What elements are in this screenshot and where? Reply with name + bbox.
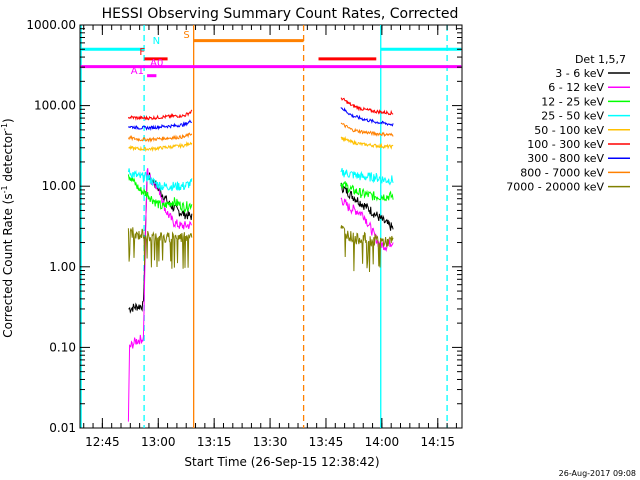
flag-label: A1 bbox=[131, 66, 144, 77]
plot-border bbox=[79, 24, 463, 429]
legend-label: 300 - 800 keV bbox=[527, 152, 604, 165]
series-line bbox=[127, 132, 193, 143]
x-tick-label: 14:00 bbox=[365, 435, 400, 449]
y-ticks: 1000.00 100.00 10.00 1.00 0.10 0.01 bbox=[26, 18, 462, 435]
y-axis-label: Corrected Count Rate (s-1 detector-1) bbox=[0, 118, 15, 337]
y-tick-label: 1.00 bbox=[49, 260, 76, 274]
series-line bbox=[127, 174, 193, 213]
flag-label: N bbox=[153, 36, 160, 47]
x-tick-label: 13:30 bbox=[253, 435, 288, 449]
legend-label: 800 - 7000 keV bbox=[520, 166, 604, 179]
x-tick-label: 13:45 bbox=[309, 435, 344, 449]
time-markers bbox=[80, 25, 448, 428]
series-lines bbox=[127, 97, 394, 422]
y-tick-label: 0.10 bbox=[49, 340, 76, 354]
series-line bbox=[340, 97, 394, 116]
legend-label: 100 - 300 keV bbox=[527, 138, 604, 151]
flag-bars: N S F A0 A1 bbox=[80, 30, 462, 78]
series-line bbox=[340, 225, 394, 273]
chart-title: HESSI Observing Summary Count Rates, Cor… bbox=[102, 6, 459, 22]
y-axis-label-det: detector bbox=[1, 131, 15, 186]
x-ticks: 12:45 13:00 13:15 13:30 13:45 14:00 14:15 bbox=[83, 25, 457, 449]
plot-frame bbox=[79, 24, 463, 429]
series-line bbox=[340, 107, 394, 127]
legend-label: 3 - 6 keV bbox=[555, 67, 604, 80]
y-axis-label-close: ) bbox=[1, 118, 15, 123]
x-tick-label: 12:45 bbox=[85, 435, 120, 449]
series-line bbox=[340, 181, 394, 202]
footer-timestamp: 26-Aug-2017 09:08 bbox=[559, 469, 636, 478]
legend-title: Det 1,5,7 bbox=[575, 53, 626, 66]
legend-label: 7000 - 20000 keV bbox=[506, 181, 604, 194]
flag-label: F bbox=[139, 47, 145, 58]
x-axis-label: Start Time (26-Sep-15 12:38:42) bbox=[184, 455, 379, 469]
series-line bbox=[340, 167, 394, 186]
series-line bbox=[127, 109, 193, 121]
y-axis-label-sup2: -1 bbox=[0, 123, 9, 131]
legend-label: 12 - 25 keV bbox=[541, 95, 604, 108]
series-line bbox=[340, 135, 394, 150]
legend-label: 25 - 50 keV bbox=[541, 110, 604, 123]
y-axis-label-sup: -1 bbox=[0, 185, 9, 193]
legend-label: 50 - 100 keV bbox=[534, 124, 604, 137]
y-tick-label: 0.01 bbox=[49, 421, 76, 435]
y-tick-label: 100.00 bbox=[34, 99, 76, 113]
series-line bbox=[127, 168, 192, 422]
y-tick-label: 10.00 bbox=[42, 179, 76, 193]
series-line bbox=[127, 168, 193, 192]
series-line bbox=[128, 141, 193, 152]
legend-label: 6 - 12 keV bbox=[548, 81, 604, 94]
x-tick-label: 14:15 bbox=[420, 435, 455, 449]
x-tick-label: 13:00 bbox=[141, 435, 176, 449]
series-line bbox=[340, 197, 394, 253]
y-tick-label: 1000.00 bbox=[26, 18, 76, 32]
x-tick-label: 13:15 bbox=[197, 435, 232, 449]
series-line bbox=[128, 119, 193, 132]
series-line bbox=[340, 182, 394, 231]
flag-label: A0 bbox=[150, 58, 163, 69]
y-axis-label-main: Corrected Count Rate (s bbox=[1, 193, 15, 337]
flag-label: S bbox=[183, 30, 189, 41]
series-line bbox=[340, 122, 394, 138]
series-line bbox=[127, 227, 193, 269]
